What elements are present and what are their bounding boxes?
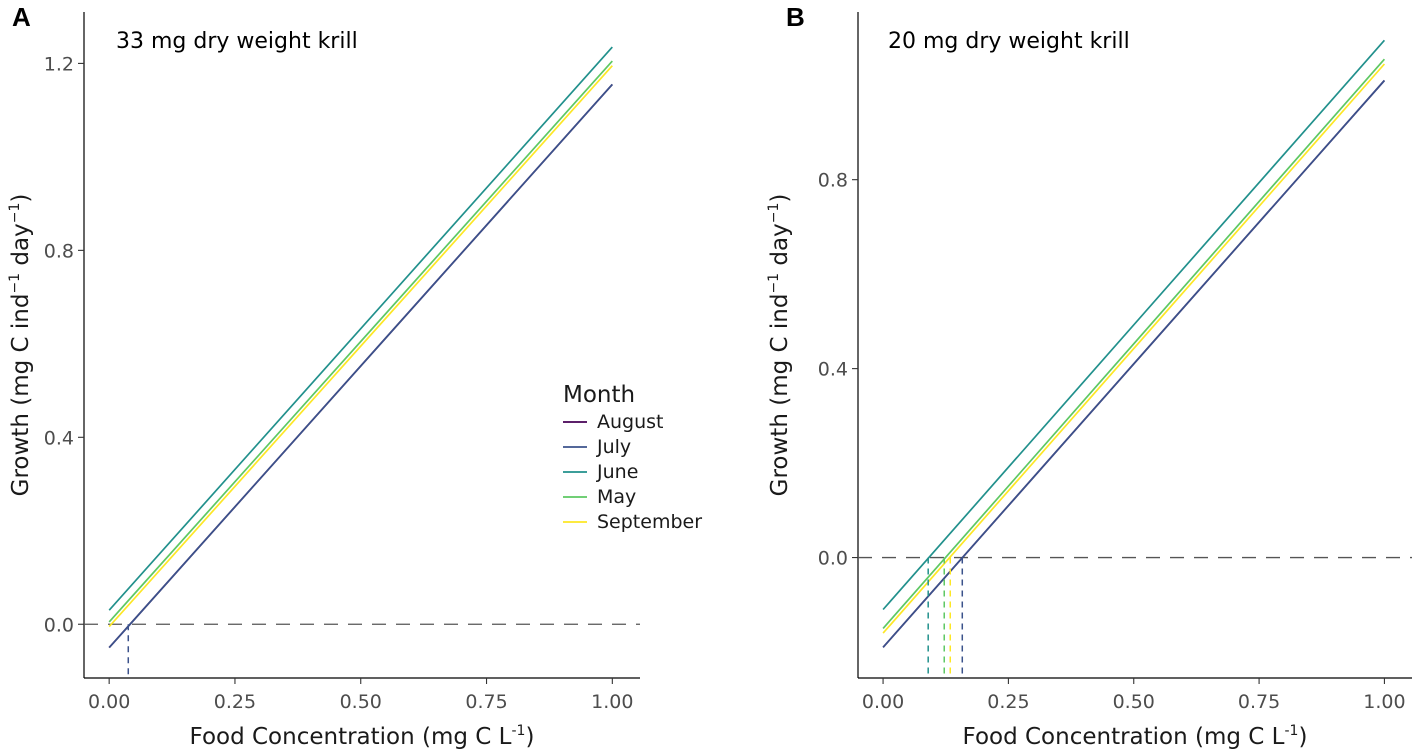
x-tick-label: 0.00 [88,691,130,713]
x-tick-label: 1.00 [591,691,633,713]
panel-title: 20 mg dry weight krill [888,29,1130,54]
panel-letter: B [786,2,805,32]
y-tick-label: 0.0 [44,614,74,636]
x-tick-label: 0.50 [340,691,382,713]
legend-title: Month [563,382,635,408]
legend-label-august: August [597,411,664,433]
y-tick-label: 0.8 [44,240,74,262]
x-tick-label: 0.00 [862,691,904,713]
legend-label-september: September [597,511,702,533]
series-line-may [108,60,613,623]
y-tick-label: 1.2 [44,53,74,75]
panel-title: 33 mg dry weight krill [116,29,358,54]
x-tick-label: 0.75 [1238,691,1280,713]
y-axis-title: Growth (mg C ind−1 day−1) [7,194,34,497]
series-line-may [882,58,1386,629]
series-line-september [882,63,1386,634]
y-tick-label: 0.4 [818,359,848,381]
series-line-september [108,65,613,628]
series-line-june [882,39,1386,611]
panel-b: 0.00 0.25 0.50 0.75 1.00 0.0 0.4 0.8 B 20 mg dry … [766,2,1412,750]
series-line-july [882,79,1386,648]
x-axis-title: Food Concentration (mg C L-1) [190,723,535,750]
x-axis-title: Food Concentration (mg C L-1) [963,723,1308,750]
x-tick-label: 0.25 [987,691,1029,713]
y-tick-label: 0.0 [818,548,848,570]
y-tick-label: 0.8 [818,170,848,192]
legend-label-june: June [596,461,638,483]
x-tick-label: 0.25 [214,691,256,713]
panel-letter: A [12,2,31,32]
x-tick-label: 0.50 [1113,691,1155,713]
x-tick-label: 0.75 [465,691,507,713]
series-line-july [108,83,613,649]
legend: Month August July June May September [563,382,702,533]
y-tick-label: 0.4 [44,427,74,449]
legend-label-may: May [597,486,636,508]
series-line-june [108,46,613,611]
x-tick-label: 1.00 [1363,691,1405,713]
y-axis-title: Growth (mg C ind−1 day−1) [766,194,793,497]
panel-a: 0.00 0.25 0.50 0.75 1.00 0.0 0.4 0.8 1.2 A 33 mg d… [7,2,640,750]
legend-label-july: July [596,436,631,458]
